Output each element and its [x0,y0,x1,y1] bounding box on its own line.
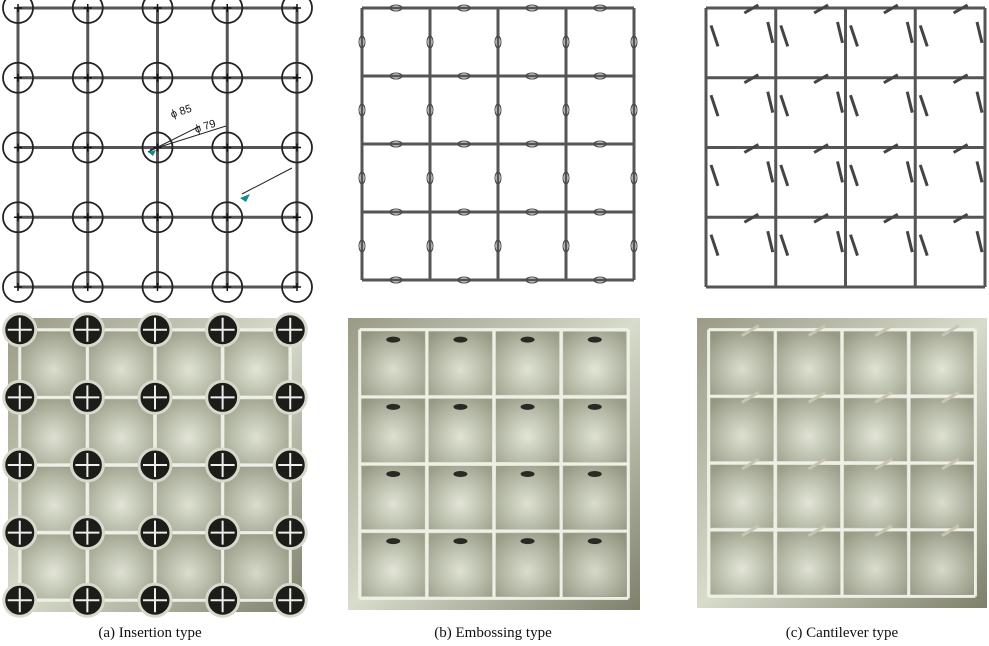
photo-emboss [386,471,400,477]
cross [293,144,301,152]
cantilever [920,165,927,186]
photo-emboss [521,404,535,410]
photo-emboss [521,471,535,477]
cross [223,4,231,12]
cross [154,283,162,291]
photo-cell [911,332,974,395]
cross [14,74,22,82]
cantilever [781,235,788,256]
photo-cell [911,465,974,528]
cross [14,4,22,12]
cross [84,213,92,221]
cantilever [838,22,843,43]
cantilever [711,235,718,256]
cantilever [711,25,718,46]
cross [14,213,22,221]
figure: ϕ 85 ϕ 79 (a) Insertion type (b) Embossi… [0,0,989,646]
photo-emboss [453,538,467,544]
cross [223,74,231,82]
caption: (b) Embossing type [434,625,552,641]
photo-emboss [453,337,467,343]
cantilever [838,161,843,182]
photo-emboss [588,538,602,544]
photo-cell [844,465,907,528]
cross [14,283,22,291]
cross [293,213,301,221]
photo-cell [711,532,774,595]
cross [14,144,22,152]
cross [223,144,231,152]
photo-emboss [453,471,467,477]
photo-emboss [521,337,535,343]
cross [293,74,301,82]
photo-cell [844,332,907,395]
cantilever [781,95,788,116]
photo-emboss [453,404,467,410]
photo-cell [844,532,907,595]
photo-emboss [386,404,400,410]
photo-cell [911,398,974,461]
photo-emboss [588,471,602,477]
cantilever [851,165,858,186]
cross [223,283,231,291]
cantilever [920,25,927,46]
cross [154,74,162,82]
cross [84,4,92,12]
photo-cell [777,398,840,461]
cantilever [977,161,982,182]
dimension-label: ϕ 85 [169,103,193,121]
cantilever [711,95,718,116]
photo-cell [711,465,774,528]
cantilever [768,161,773,182]
cantilever [838,92,843,113]
arrow [240,194,250,202]
cross [223,213,231,221]
cross [293,283,301,291]
cantilever [977,231,982,252]
photo-emboss [588,404,602,410]
photo-cell [711,332,774,395]
cross [84,144,92,152]
cantilever [768,22,773,43]
cantilever [851,25,858,46]
photo-cell [911,532,974,595]
photo-emboss [386,337,400,343]
photo-cell [711,398,774,461]
cantilever [977,22,982,43]
cantilever [781,25,788,46]
cantilever [851,95,858,116]
cantilever [838,231,843,252]
caption: (a) Insertion type [98,625,202,641]
cross [154,4,162,12]
dimension-label: ϕ 79 [193,118,217,136]
cantilever [977,92,982,113]
cantilever [920,95,927,116]
cross [84,283,92,291]
cantilever [907,22,912,43]
photo-cell [844,398,907,461]
cantilever [768,92,773,113]
caption: (c) Cantilever type [786,625,899,641]
cantilever [851,235,858,256]
photo-emboss [588,337,602,343]
panels [3,0,987,616]
cantilever [907,92,912,113]
arrow [242,168,292,194]
cantilever [768,231,773,252]
photo-cell [777,332,840,395]
photo-cell [777,532,840,595]
cross [84,74,92,82]
cantilever [711,165,718,186]
cantilever [920,235,927,256]
cross [293,4,301,12]
photo-emboss [386,538,400,544]
cantilever [907,161,912,182]
photo-cell [777,465,840,528]
cross [154,213,162,221]
cantilever [781,165,788,186]
cantilever [907,231,912,252]
photo-emboss [521,538,535,544]
